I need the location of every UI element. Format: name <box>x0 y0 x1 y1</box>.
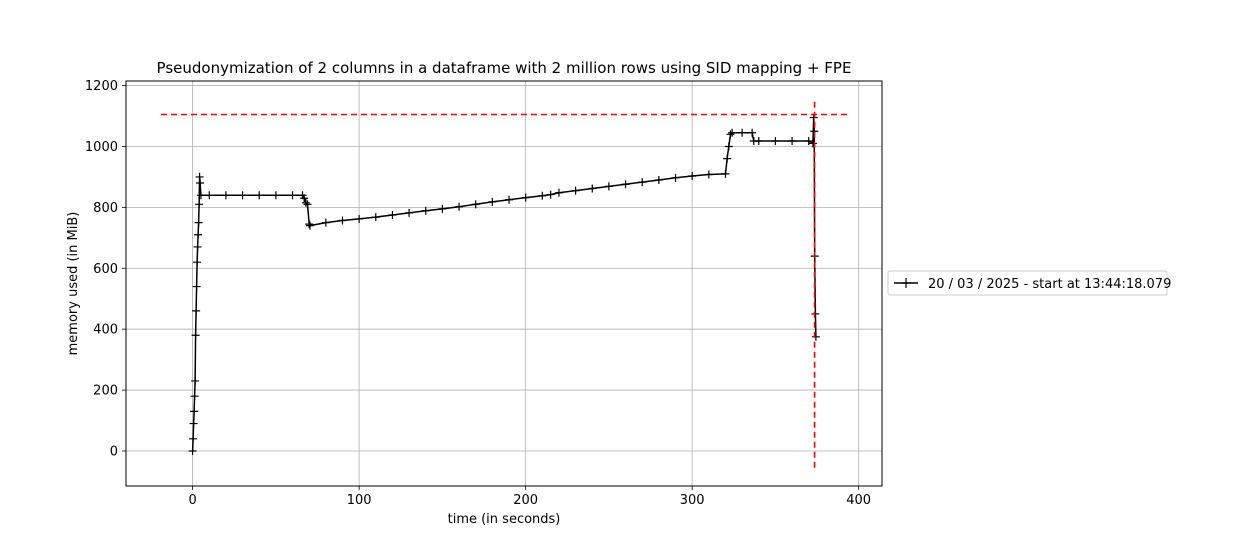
x-tick-label: 200 <box>513 493 538 508</box>
data-point-marker <box>300 194 309 203</box>
data-point-marker <box>194 230 203 239</box>
legend-label: 20 / 03 / 2025 - start at 13:44:18.079 <box>928 277 1171 292</box>
data-point-marker <box>723 154 732 163</box>
data-point-marker <box>190 407 199 416</box>
grid-lines <box>126 81 882 486</box>
data-point-marker <box>205 191 214 200</box>
data-point-marker <box>738 128 747 137</box>
data-point-marker <box>303 200 312 209</box>
data-point-marker <box>471 200 480 209</box>
data-point-marker <box>195 200 204 209</box>
data-point-marker <box>194 218 203 227</box>
x-tick-label: 300 <box>680 493 705 508</box>
data-point-marker <box>388 210 397 219</box>
y-tick-label: 800 <box>93 201 118 216</box>
x-tick-label: 100 <box>347 493 372 508</box>
data-point-marker <box>604 182 613 191</box>
data-point-marker <box>488 197 497 206</box>
data-point-marker <box>305 220 314 229</box>
data-point-marker <box>788 136 797 145</box>
data-point-marker <box>191 376 200 385</box>
data-point-marker <box>724 142 733 151</box>
data-point-marker <box>638 178 647 187</box>
data-point-marker <box>754 136 763 145</box>
y-tick-label: 1200 <box>85 79 118 94</box>
data-point-marker <box>521 193 530 202</box>
data-point-marker <box>238 191 247 200</box>
data-point-marker <box>255 191 264 200</box>
data-point-marker <box>301 198 310 207</box>
data-point-marker <box>196 191 205 200</box>
data-point-marker <box>771 136 780 145</box>
data-point-marker <box>321 218 330 227</box>
legend-plus-marker <box>901 278 911 288</box>
data-point-marker <box>371 213 380 222</box>
legend-box <box>887 270 1168 296</box>
data-point-marker <box>588 184 597 193</box>
data-point-marker <box>189 419 198 428</box>
x-tick-label: 400 <box>846 493 871 508</box>
data-point-marker <box>193 242 202 251</box>
data-point-marker <box>804 136 813 145</box>
data-point-marker <box>421 206 430 215</box>
legend: 20 / 03 / 2025 - start at 13:44:18.079 <box>887 270 1171 296</box>
data-point-marker <box>338 216 347 225</box>
x-tick-label: 0 <box>188 493 196 508</box>
y-tick-label: 400 <box>93 323 118 338</box>
chart-title: Pseudonymization of 2 columns in a dataf… <box>157 59 852 77</box>
data-point-marker <box>190 392 199 401</box>
data-point-marker <box>721 169 730 178</box>
y-tick-label: 600 <box>93 262 118 277</box>
data-point-marker <box>571 186 580 195</box>
y-tick-label: 1000 <box>85 140 118 155</box>
data-point-marker <box>355 214 364 223</box>
data-point-marker <box>728 128 737 137</box>
data-point-marker <box>688 172 697 181</box>
data-point-marker <box>554 188 563 197</box>
data-point-marker <box>704 170 713 179</box>
axis-ticks: 0 100 200 300 400 0 200 400 600 800 1000 1200 <box>85 79 871 508</box>
data-point-marker <box>546 190 555 199</box>
data-point-marker <box>271 191 280 200</box>
data-point-marker <box>189 434 198 443</box>
data-point-marker <box>188 446 197 455</box>
data-point-marker <box>192 306 201 315</box>
data-point-marker <box>621 180 630 189</box>
data-point-marker <box>196 179 205 188</box>
data-point-marker <box>288 191 297 200</box>
data-point-marker <box>405 208 414 217</box>
x-axis-label: time (in seconds) <box>448 512 561 527</box>
data-point-marker <box>455 202 464 211</box>
data-point-marker <box>193 258 202 267</box>
y-tick-label: 200 <box>93 384 118 399</box>
data-point-marker <box>748 128 757 137</box>
data-point-marker <box>504 195 513 204</box>
data-point-marker <box>811 332 820 341</box>
data-point-marker <box>654 175 663 184</box>
data-point-marker <box>438 204 447 213</box>
data-point-marker <box>538 191 547 200</box>
data-point-marker <box>192 282 201 291</box>
y-axis-label: memory used (in MiB) <box>66 212 81 356</box>
series-layer <box>161 97 847 468</box>
y-tick-label: 0 <box>110 444 118 459</box>
data-point-marker <box>808 139 817 148</box>
data-point-marker <box>306 221 315 230</box>
data-point-marker <box>191 331 200 340</box>
plot-frame <box>125 80 883 487</box>
data-point-marker <box>221 191 230 200</box>
data-point-marker <box>726 130 735 139</box>
data-point-marker <box>671 173 680 182</box>
